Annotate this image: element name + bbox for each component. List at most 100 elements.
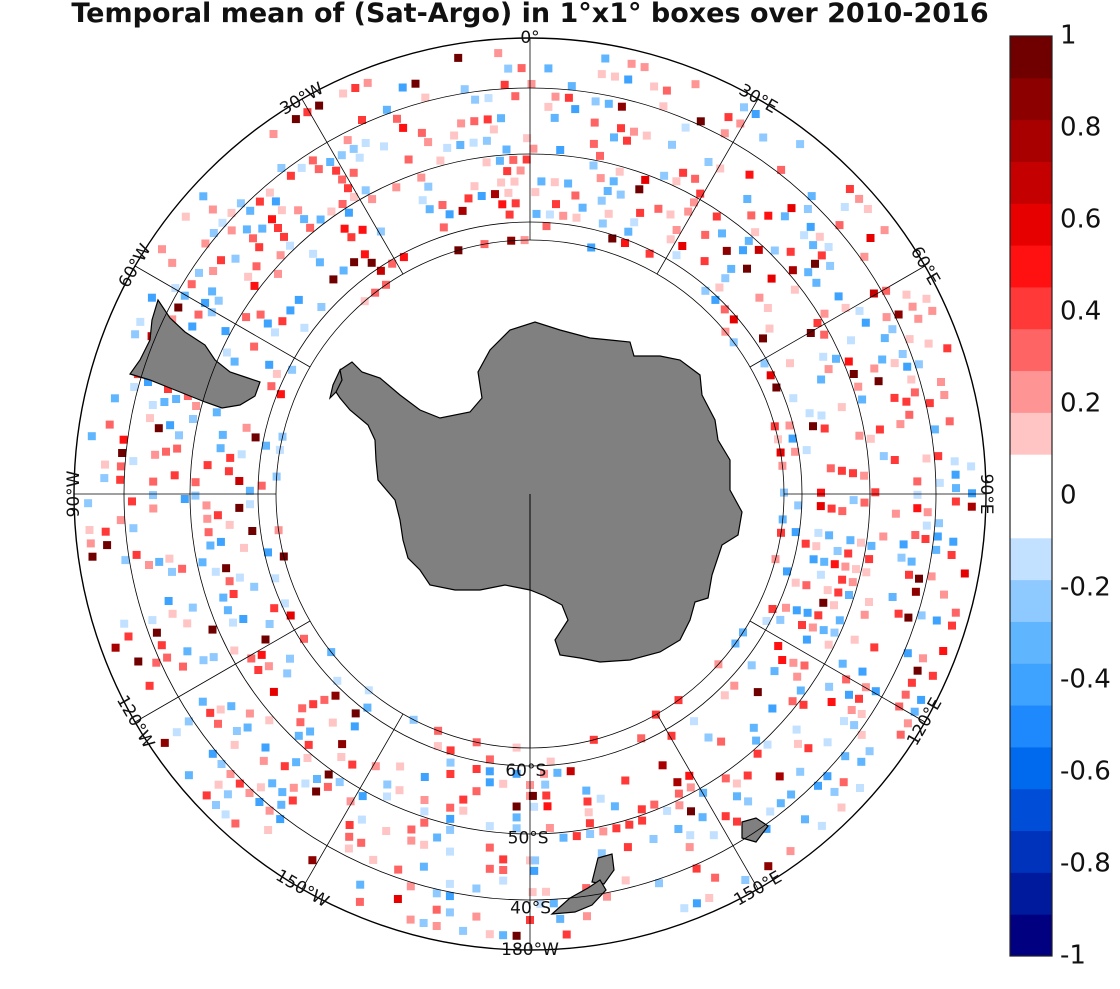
- anomaly-cell: [229, 590, 238, 598]
- anomaly-cell: [844, 357, 853, 366]
- anomaly-cell: [888, 325, 897, 334]
- anomaly-cell: [188, 603, 197, 612]
- anomaly-cell: [567, 82, 576, 91]
- anomaly-cell: [489, 125, 498, 134]
- anomaly-cell: [265, 360, 274, 369]
- colorbar-tick-label: -0.8: [1060, 849, 1111, 879]
- anomaly-cell: [149, 491, 157, 500]
- anomaly-cell: [857, 757, 866, 766]
- anomaly-cell: [718, 229, 726, 238]
- anomaly-cell: [445, 879, 454, 888]
- anomaly-cell: [312, 787, 321, 796]
- anomaly-cell: [967, 502, 976, 511]
- anomaly-cell: [436, 156, 445, 165]
- colorbar-tick-label: 0: [1060, 481, 1077, 511]
- anomaly-cell: [255, 197, 264, 206]
- anomaly-cell: [819, 598, 828, 607]
- anomaly-cell: [308, 156, 317, 165]
- chart-title: Temporal mean of (Sat-Argo) in 1°x1° box…: [71, 0, 989, 29]
- anomaly-cell: [610, 802, 619, 811]
- anomaly-cell: [572, 832, 581, 841]
- anomaly-cell: [446, 814, 455, 823]
- anomaly-cell: [768, 605, 777, 613]
- anomaly-cell: [824, 365, 833, 374]
- anomaly-cell: [582, 786, 591, 795]
- anomaly-cell: [776, 615, 785, 624]
- anomaly-cell: [445, 908, 454, 917]
- anomaly-cell: [226, 453, 235, 462]
- anomaly-cell: [787, 790, 796, 799]
- anomaly-cell: [947, 551, 956, 559]
- anomaly-cell: [556, 914, 565, 923]
- anomaly-cell: [482, 136, 491, 145]
- anomaly-cell: [344, 208, 353, 217]
- anomaly-cell: [264, 826, 273, 834]
- anomaly-cell: [596, 151, 604, 160]
- anomaly-cell: [350, 258, 359, 267]
- anomaly-cell: [610, 133, 618, 142]
- anomaly-cell: [277, 206, 286, 215]
- anomaly-cell: [110, 394, 119, 403]
- anomaly-cell: [827, 698, 836, 706]
- anomaly-cell: [903, 649, 912, 658]
- anomaly-cell: [855, 306, 864, 315]
- anomaly-cell: [930, 425, 939, 434]
- anomaly-cell: [902, 290, 911, 299]
- anomaly-cell: [208, 749, 217, 758]
- anomaly-cell: [229, 618, 237, 627]
- meridian-line: [134, 265, 311, 368]
- anomaly-cell: [701, 230, 710, 239]
- anomaly-cell: [542, 222, 551, 231]
- anomaly-cell: [650, 82, 659, 91]
- anomaly-cell: [727, 264, 736, 273]
- anomaly-cell: [131, 330, 140, 339]
- anomaly-cell: [913, 477, 922, 486]
- anomaly-cell: [642, 131, 651, 140]
- anomaly-cell: [527, 80, 536, 88]
- anomaly-cell: [530, 866, 539, 875]
- anomaly-cell: [168, 567, 176, 576]
- anomaly-cell: [522, 155, 531, 164]
- anomaly-cell: [865, 555, 874, 564]
- anomaly-cell: [862, 568, 871, 577]
- anomaly-cell: [404, 155, 413, 164]
- anomaly-cell: [586, 830, 595, 838]
- anomaly-cell: [221, 810, 230, 819]
- anomaly-cell: [301, 779, 310, 788]
- anomaly-cell: [119, 435, 128, 444]
- anomaly-cell: [382, 105, 391, 114]
- anomaly-cell: [198, 697, 207, 706]
- anomaly-cell: [419, 919, 428, 927]
- anomaly-cell: [950, 457, 959, 466]
- anomaly-cell: [320, 695, 329, 704]
- anomaly-cell: [261, 635, 270, 644]
- anomaly-cell: [788, 266, 797, 275]
- anomaly-cell: [532, 209, 541, 218]
- anomaly-cell: [589, 139, 598, 148]
- anomaly-cell: [720, 305, 729, 314]
- anomaly-cell: [335, 778, 344, 787]
- colorbar-swatch: [1010, 663, 1052, 706]
- anomaly-cell: [482, 158, 491, 167]
- anomaly-cell: [796, 686, 805, 695]
- anomaly-cell: [225, 520, 234, 529]
- anomaly-cell: [817, 375, 826, 384]
- meridian-line: [656, 713, 759, 890]
- anomaly-cell: [432, 905, 441, 914]
- anomaly-cell: [911, 531, 920, 539]
- parallel-label: 60°S: [505, 761, 546, 781]
- anomaly-cell: [155, 557, 164, 566]
- anomaly-cell: [160, 398, 169, 406]
- anomaly-cell: [834, 292, 843, 301]
- anomaly-cell: [512, 769, 521, 778]
- anomaly-cell: [242, 313, 251, 322]
- anomaly-cell: [624, 75, 633, 84]
- anomaly-cell: [530, 802, 539, 811]
- anomaly-cell: [472, 765, 481, 773]
- anomaly-cell: [845, 185, 854, 193]
- anomaly-cell: [733, 817, 741, 826]
- anomaly-cell: [798, 621, 806, 629]
- anomaly-cell: [208, 625, 217, 634]
- anomaly-cell: [791, 528, 800, 537]
- anomaly-cell: [830, 787, 839, 796]
